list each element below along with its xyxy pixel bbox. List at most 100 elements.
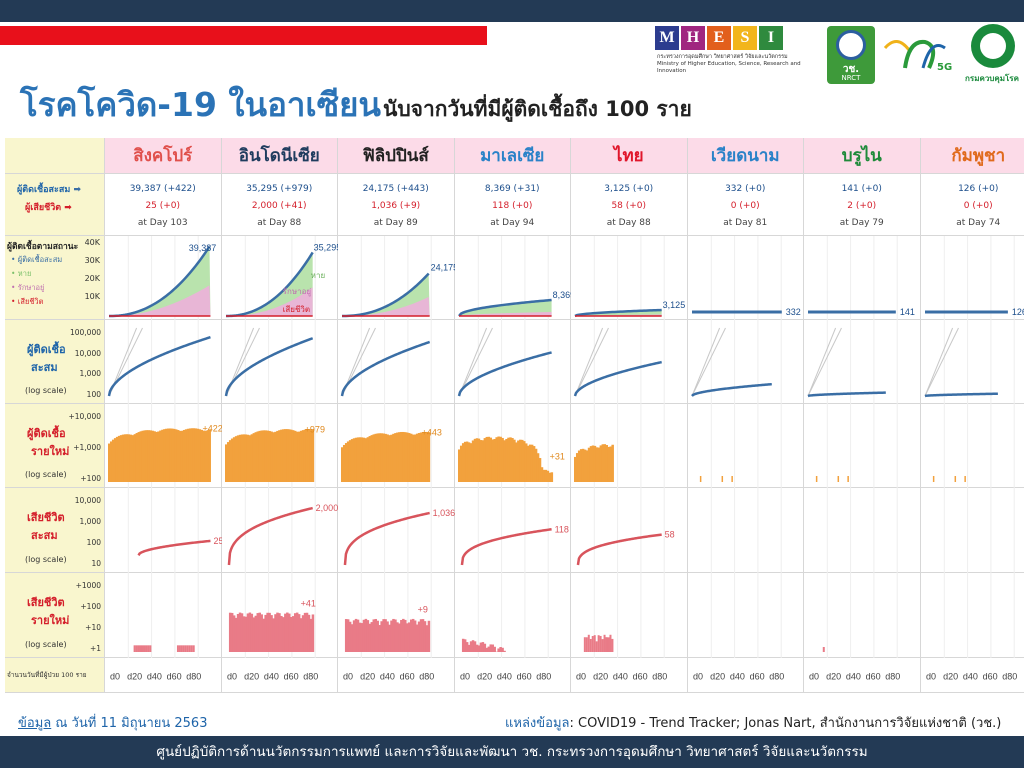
new-case-bar [287,429,291,482]
new-case-bar [228,440,231,482]
cum-cases-line [340,340,431,397]
death-total-label: 2,000 [315,503,338,513]
chart-svg: 332 [691,236,800,320]
country-stats: 3,125 (+0) 58 (+0) at Day 88 [571,174,688,236]
new-death-bar [269,615,273,652]
red-accent-bar [0,26,487,45]
new-death-bar [263,614,267,652]
chart-cell: d0 d20 d40 d60 d80 [571,658,688,693]
new-death-bar [133,645,136,652]
new-death-bar [232,615,235,652]
x-tick: d0 [343,672,353,682]
cum-cases-line [573,360,662,397]
x-tick: d40 [846,672,861,682]
new-case-bar [208,429,211,482]
new-case-bar [534,448,537,482]
axis-tick: 100 [86,390,101,399]
new-case-bar [295,431,298,482]
x-tick: d0 [925,672,935,682]
row-label-line1: เสียชีวิต [27,596,65,609]
chart-svg: d0 d20 d40 d60 d80 [343,672,434,682]
country-header: ฟิลิปปินส์ [338,138,455,174]
chart-svg [573,320,665,404]
new-death-bar [348,621,352,652]
chart-cell: 126 [920,236,1024,320]
new-death-bar [141,645,144,652]
chart-cell: 8,369 [454,236,571,320]
new-case-bar [182,429,186,482]
new-case-bar [411,434,415,482]
x-tick: d60 [400,672,415,682]
chart-svg [107,320,211,404]
new-death-bar [417,621,421,652]
new-deaths-label: +41 [300,598,315,608]
chart-svg [574,404,665,488]
new-case-bar [459,445,462,482]
chart-cell: d0 d20 d40 d60 d80 [221,658,338,693]
new-death-bar [139,645,142,652]
new-case-bar [354,437,358,482]
country-header: สิงคโปร์ [105,138,222,174]
chart-cell: 58 [571,488,688,573]
chart-svg: 141 [808,236,915,320]
new-case-bar [386,434,389,482]
new-death-bar [368,623,372,652]
new-death-bar [295,612,298,652]
status-item: • หาย [11,269,32,278]
new-case-bar [730,476,733,482]
new-death-bar [178,645,181,652]
x-tick: d0 [110,672,120,682]
x-tick: d60 [749,672,764,682]
new-case-bar [597,447,601,482]
new-case-bar [388,435,391,482]
new-case-bar [400,431,403,482]
new-case-bar [504,439,508,482]
footer-source: แหล่งข้อมูล: COVID19 - Trend Tracker; Jo… [505,712,1001,733]
x-tick: d80 [652,672,667,682]
chart-svg: d0 d20 d40 d60 d80 [226,672,317,682]
x-tick: d40 [962,672,977,682]
chart-cell [105,320,222,404]
new-death-bar [182,645,185,652]
active-area [458,312,552,316]
confirmed-stat: 3,125 (+0) [604,184,654,194]
new-case-bar [165,428,168,482]
chart-cell [920,488,1024,573]
footer-date-label: ข้อมูล [18,716,52,731]
page-title: โรคโควิด-19 ในอาเซียนนับจากวันที่มีผู้ติ… [20,78,692,131]
new-case-bar [603,444,607,482]
new-death-bar [248,612,251,652]
new-case-bar [163,429,166,482]
chart-svg [710,573,782,658]
new-case-bar [530,444,533,482]
new-case-bar [510,438,514,482]
axis-tick: +10 [85,623,101,632]
country-stats: 141 (+0) 2 (+0) at Day 79 [804,174,921,236]
x-tick: d0 [226,672,236,682]
new-death-bar [246,613,249,652]
reference-line [924,327,959,397]
new-death-bar [477,645,480,652]
country-name: กัมพูชา [951,146,1006,166]
new-case-bar [479,440,482,482]
status-tick: 40K [84,238,100,247]
new-case-bar [404,432,407,482]
arrow-right-icon: ➡ [70,185,81,195]
new-case-bar [184,429,188,482]
new-death-bar [500,647,504,652]
new-death-bar [390,620,393,652]
xaxis-caption: จำนวนวันที่มีผู้ป่วย 100 ราย [7,671,87,679]
new-death-bar [354,618,358,652]
chart-cell: d0 d20 d40 d60 d80 [920,658,1024,693]
new-case-bar [475,438,478,482]
reference-line [807,327,842,397]
new-case-bar [194,428,198,482]
total-label: 141 [900,307,915,317]
chart-svg: 8,369 [457,236,571,320]
new-case-bar [492,438,496,482]
country-stats: 39,387 (+422) 25 (+0) at Day 103 [105,174,222,236]
x-tick: d20 [943,672,958,682]
new-case-bar [402,431,405,482]
death-total-label: 1,036 [433,508,455,518]
new-death-bar [360,623,364,652]
